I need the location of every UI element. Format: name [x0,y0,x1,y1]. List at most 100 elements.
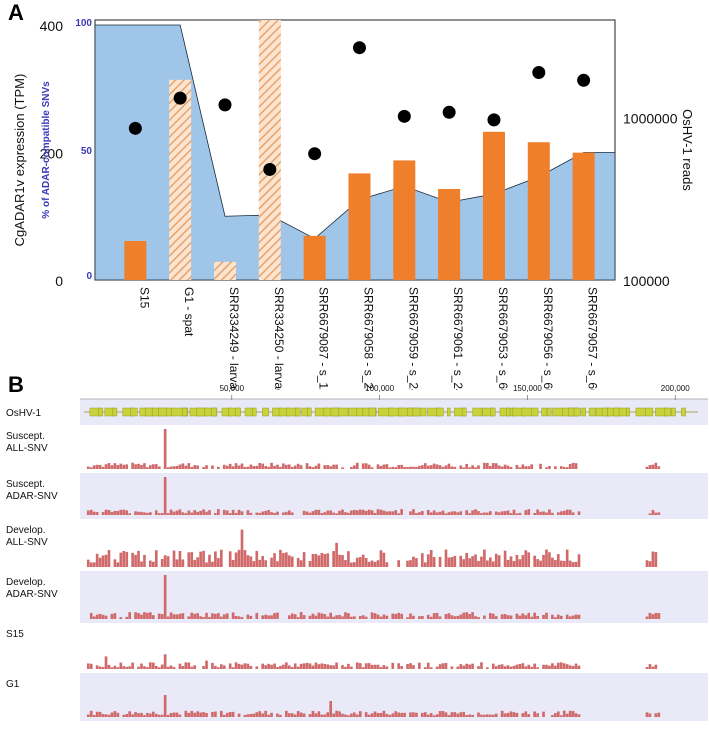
snv-bin [648,464,652,469]
snv-bar [258,20,281,280]
snv-bin [163,575,167,619]
snv-bin [373,711,377,717]
snv-bin [548,465,551,469]
snv-bin [320,513,324,515]
snv-bin [193,665,197,669]
snv-bin [388,511,392,515]
snv-bin [355,462,359,469]
snv-bin [379,465,383,469]
snv-bin [181,665,185,669]
snv-bin [190,552,194,567]
snv-bin [276,713,279,717]
snv-bin [214,513,217,515]
snv-bin [503,464,507,469]
snv-bin [178,663,182,669]
snv-bin [314,615,318,619]
snv-bin [302,510,306,515]
snv-bin [160,714,164,717]
snv-bar [527,142,550,280]
snv-bin [444,662,448,669]
snv-bin [400,613,403,619]
y-axis-inner-label: % of ADAR-compatible SNVs [41,81,52,219]
snv-bin [231,509,235,515]
snv-bin [418,662,421,669]
snv-bin [285,552,288,567]
snv-bin [131,552,134,567]
snv-bin [654,512,658,515]
snv-bin [657,613,661,619]
snv-bin [518,615,522,619]
snv-bin [119,463,123,469]
snv-bin [654,612,658,619]
snv-bin [648,561,652,567]
snv-bin [394,613,398,619]
snv-bin [412,712,415,717]
snv-bin [382,552,386,567]
snv-bin [134,612,137,619]
snv-bin [296,557,300,567]
snv-bin [249,665,253,669]
snv-bin [376,464,380,469]
snv-bin [314,509,318,515]
gene-arrow [671,407,676,417]
snv-bin [228,711,232,717]
snv-bin [409,613,412,619]
gene-arrow [552,407,564,417]
track-label-1: Suscept. [6,431,45,442]
snv-bin [459,465,463,469]
snv-bin [285,511,288,515]
snv-bin [231,466,235,469]
snv-bin [98,711,102,717]
snv-bin [367,464,371,469]
snv-bin [264,665,267,669]
snv-bin [234,463,238,469]
snv-bin [370,467,374,469]
snv-bin [483,512,486,515]
snv-bin [480,513,483,515]
snv-bin [214,665,217,669]
snv-bin [426,662,430,669]
snv-bin [364,663,368,669]
snv-bin [332,464,335,469]
snv-bin [317,664,321,669]
snv-bin [219,710,223,717]
gene-arrow [446,407,451,417]
snv-bin [447,715,451,717]
reads-dot [487,113,501,127]
snv-bin [536,616,539,619]
snv-bin [172,550,176,567]
snv-bin [394,467,398,469]
snv-bin [497,555,501,567]
track-label-1: Develop. [6,577,45,588]
snv-bin [160,513,164,515]
snv-bin [258,711,262,717]
snv-bin [193,559,197,567]
snv-bin [509,615,513,619]
snv-bin [267,714,270,717]
snv-bin [379,550,383,567]
snv-bin [574,663,578,669]
snv-bin [474,616,477,619]
gene-arrow [211,407,217,417]
snv-bin [255,666,259,669]
snv-bin [205,562,208,567]
snv-bin [122,714,126,717]
snv-bin [465,463,468,469]
snv-bin [252,561,256,567]
gene-arrow [644,407,654,417]
snv-bin [169,612,173,619]
snv-bin [317,711,321,717]
snv-bar [214,261,236,280]
snv-bin [515,464,519,469]
snv-bin [491,663,495,669]
snv-bin [497,512,501,515]
snv-bin [412,509,415,515]
snv-bin [323,663,327,669]
snv-bin [347,512,350,515]
snv-bin [382,665,386,669]
snv-bin [391,511,395,515]
snv-bin [379,713,383,717]
snv-bin [438,556,442,567]
snv-bin [518,467,522,469]
snv-bin [255,712,259,717]
